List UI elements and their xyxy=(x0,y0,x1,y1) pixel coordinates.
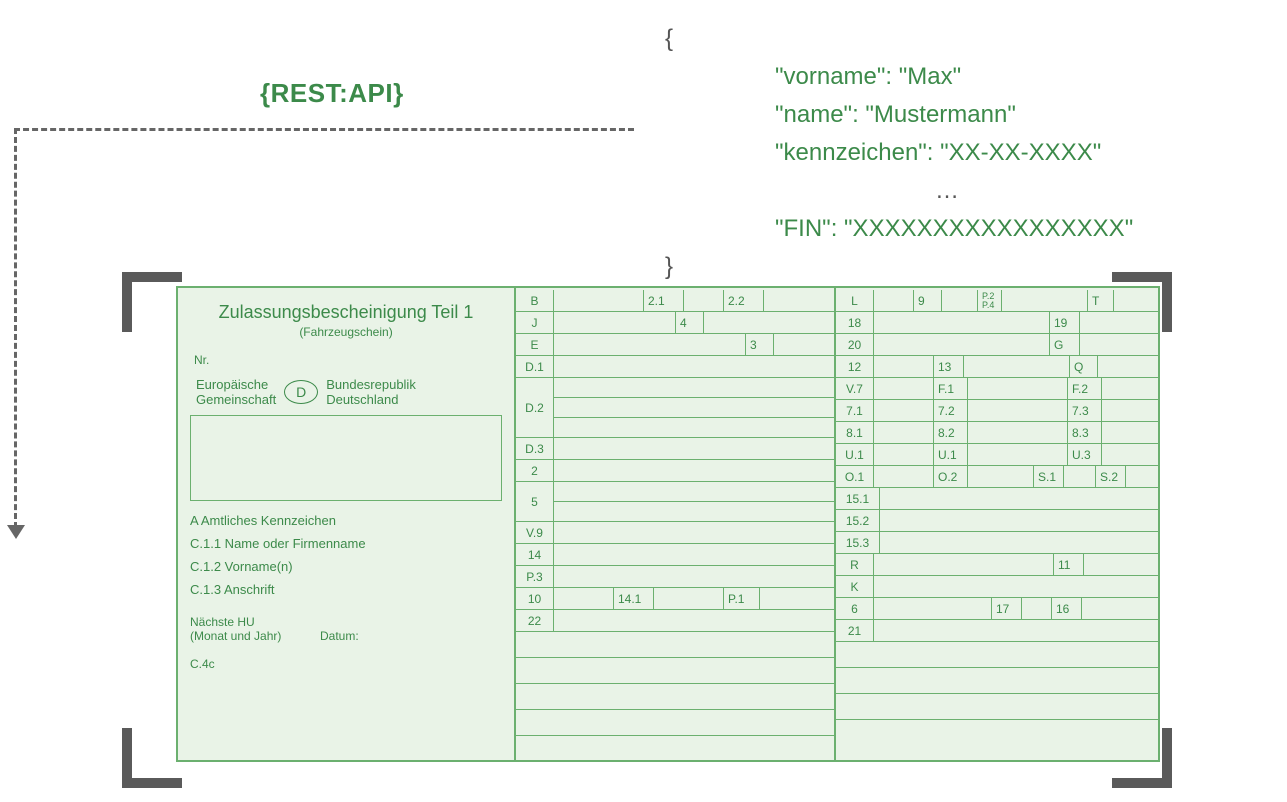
r-13: 13 xyxy=(934,356,964,377)
doc-euro-row: Europäische Gemeinschaft D Bundesrepubli… xyxy=(196,377,502,407)
r-F2: F.2 xyxy=(1068,378,1102,399)
r-72: 7.2 xyxy=(934,400,968,421)
mid-10: 10 xyxy=(516,588,554,609)
mid-22: 2.2 xyxy=(724,290,764,311)
r-U3: U.3 xyxy=(1068,444,1102,465)
field-c13-label: C.1.3 Anschrift xyxy=(190,582,502,597)
mid-2: 2 xyxy=(516,460,554,481)
field-a-label: A Amtliches Kennzeichen xyxy=(190,513,502,528)
rest-api-label: {REST:API} xyxy=(260,78,404,109)
mid-14: 14 xyxy=(516,544,554,565)
json-line-name: "name": "Mustermann" xyxy=(775,96,1133,134)
r-O2: O.2 xyxy=(934,466,968,487)
arrow-head-icon xyxy=(7,525,25,539)
json-ellipsis: … xyxy=(775,172,1133,210)
arrow-dash-horizontal xyxy=(14,128,634,131)
r-73: 7.3 xyxy=(1068,400,1102,421)
r-20: 20 xyxy=(836,334,874,355)
json-close-brace: } xyxy=(665,248,1133,286)
mid-5: 5 xyxy=(516,482,554,521)
r-11: 11 xyxy=(1054,554,1084,575)
r-16: 16 xyxy=(1052,598,1082,619)
r-152: 15.2 xyxy=(836,510,880,531)
r-12: 12 xyxy=(836,356,874,377)
datum-label: Datum: xyxy=(320,629,502,643)
r-G: G xyxy=(1050,334,1080,355)
euro-right: Bundesrepublik Deutschland xyxy=(326,377,416,407)
mid-4: 4 xyxy=(676,312,704,333)
arrow-dash-vertical xyxy=(14,128,17,528)
r-21: 21 xyxy=(836,620,874,641)
mid-P3: P.3 xyxy=(516,566,554,587)
json-line-fin: "FIN": "XXXXXXXXXXXXXXXXX" xyxy=(775,210,1133,248)
mid-21: 2.1 xyxy=(644,290,684,311)
json-line-kennzeichen: "kennzeichen": "XX-XX-XXXX" xyxy=(775,134,1133,172)
mid-D3: D.3 xyxy=(516,438,554,459)
r-71: 7.1 xyxy=(836,400,874,421)
hu-line1: Nächste HU xyxy=(190,615,502,629)
mid-3: 3 xyxy=(746,334,774,355)
doc-title: Zulassungsbescheinigung Teil 1 xyxy=(190,302,502,323)
r-151: 15.1 xyxy=(836,488,880,509)
r-81: 8.1 xyxy=(836,422,874,443)
doc-nr-label: Nr. xyxy=(194,353,502,367)
mid-141: 14.1 xyxy=(614,588,654,609)
doc-panel-right: L 9 P.2 P.4 T 18 19 20 G 12 13 Q V.7 F.1 F.2 7.1 7… xyxy=(836,288,1158,760)
r-U1b: U.1 xyxy=(934,444,968,465)
mid-D1: D.1 xyxy=(516,356,554,377)
mid-V9: V.9 xyxy=(516,522,554,543)
euro-left: Europäische Gemeinschaft xyxy=(196,377,276,407)
r-153: 15.3 xyxy=(836,532,880,553)
json-output: { "vorname": "Max" "name": "Mustermann" … xyxy=(665,20,1133,286)
c4c-label: C.4c xyxy=(190,657,502,671)
r-T: T xyxy=(1088,290,1114,311)
r-9: 9 xyxy=(914,290,942,311)
json-line-vorname: "vorname": "Max" xyxy=(775,58,1133,96)
r-S2: S.2 xyxy=(1096,466,1126,487)
mid-J: J xyxy=(516,312,554,333)
viewfinder-corner-tl xyxy=(122,272,182,332)
r-Q: Q xyxy=(1070,356,1098,377)
r-83: 8.3 xyxy=(1068,422,1102,443)
r-U1a: U.1 xyxy=(836,444,874,465)
r-R: R xyxy=(836,554,874,575)
r-P2P4: P.2 P.4 xyxy=(978,290,1002,311)
mid-22l: 22 xyxy=(516,610,554,631)
registration-document: Zulassungsbescheinigung Teil 1 (Fahrzeug… xyxy=(176,286,1160,762)
viewfinder-corner-bl xyxy=(122,728,182,788)
doc-subtitle: (Fahrzeugschein) xyxy=(190,325,502,339)
r-S1: S.1 xyxy=(1034,466,1064,487)
field-c11-label: C.1.1 Name oder Firmenname xyxy=(190,536,502,551)
mid-B: B xyxy=(516,290,554,311)
doc-empty-box xyxy=(190,415,502,501)
r-6: 6 xyxy=(836,598,874,619)
r-17: 17 xyxy=(992,598,1022,619)
r-82: 8.2 xyxy=(934,422,968,443)
r-18: 18 xyxy=(836,312,874,333)
mid-P1: P.1 xyxy=(724,588,760,609)
country-oval-d: D xyxy=(284,380,318,404)
mid-E: E xyxy=(516,334,554,355)
r-F1: F.1 xyxy=(934,378,968,399)
mid-D2: D.2 xyxy=(516,378,554,437)
r-L: L xyxy=(836,290,874,311)
doc-panel-left: Zulassungsbescheinigung Teil 1 (Fahrzeug… xyxy=(178,288,516,760)
r-V7: V.7 xyxy=(836,378,874,399)
r-K: K xyxy=(836,576,874,597)
r-O1: O.1 xyxy=(836,466,874,487)
doc-panel-mid: B 2.1 2.2 J 4 E 3 D.1 D.2 D.3 2 5 V.9 14 P.3… xyxy=(516,288,836,760)
json-open-brace: { xyxy=(665,20,1133,58)
r-19: 19 xyxy=(1050,312,1080,333)
field-c12-label: C.1.2 Vorname(n) xyxy=(190,559,502,574)
